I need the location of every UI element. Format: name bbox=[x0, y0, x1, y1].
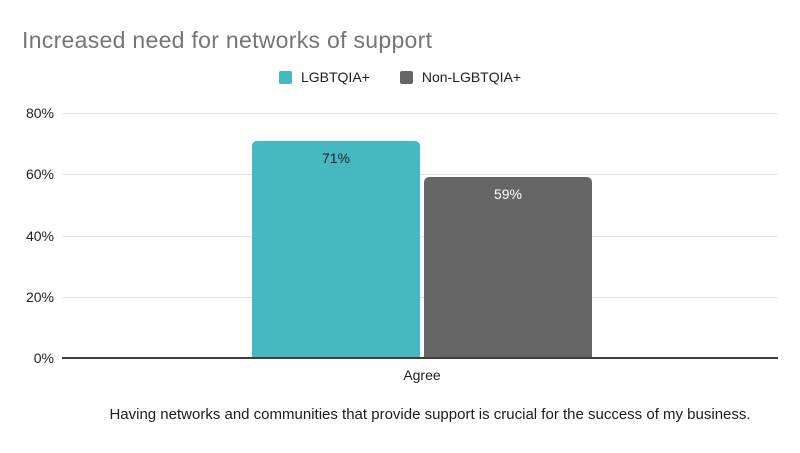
gridline-40 bbox=[62, 235, 778, 237]
legend-swatch-non-lgbtqia-icon bbox=[399, 70, 413, 84]
legend: LGBTQIA+ Non-LGBTQIA+ bbox=[0, 66, 800, 88]
gridline-60 bbox=[62, 174, 778, 176]
legend-swatch-lgbtqia-icon bbox=[278, 70, 292, 84]
bar-lgbtqia: 71% bbox=[252, 140, 420, 358]
bar-value-label-lgbtqia: 71% bbox=[321, 149, 351, 166]
chart-title: Increased need for networks of support bbox=[22, 27, 433, 53]
gridline-80 bbox=[62, 113, 778, 114]
y-axis: 0% 20% 40% 60% 80% bbox=[0, 105, 54, 366]
gridline-20 bbox=[62, 296, 778, 298]
y-tick-label-20: 20% bbox=[25, 288, 54, 305]
bar-value-label-non-lgbtqia: 59% bbox=[493, 186, 523, 203]
y-tick-label-60: 60% bbox=[25, 166, 54, 183]
y-tick-label-80: 80% bbox=[25, 105, 54, 121]
x-category-label: Agree bbox=[403, 367, 441, 383]
legend-item-lgbtqia: LGBTQIA+ bbox=[278, 69, 370, 85]
plot-area: 71% 59% bbox=[62, 113, 778, 359]
caption: Having networks and communities that pro… bbox=[109, 406, 751, 423]
x-axis-line bbox=[62, 357, 778, 359]
legend-label-non-lgbtqia: Non-LGBTQIA+ bbox=[421, 69, 522, 85]
legend-label-lgbtqia: LGBTQIA+ bbox=[300, 69, 370, 85]
bar-non-lgbtqia: 59% bbox=[424, 177, 592, 358]
y-tick-label-0: 0% bbox=[33, 350, 54, 366]
y-tick-label-40: 40% bbox=[25, 227, 54, 244]
legend-item-non-lgbtqia: Non-LGBTQIA+ bbox=[399, 69, 522, 85]
